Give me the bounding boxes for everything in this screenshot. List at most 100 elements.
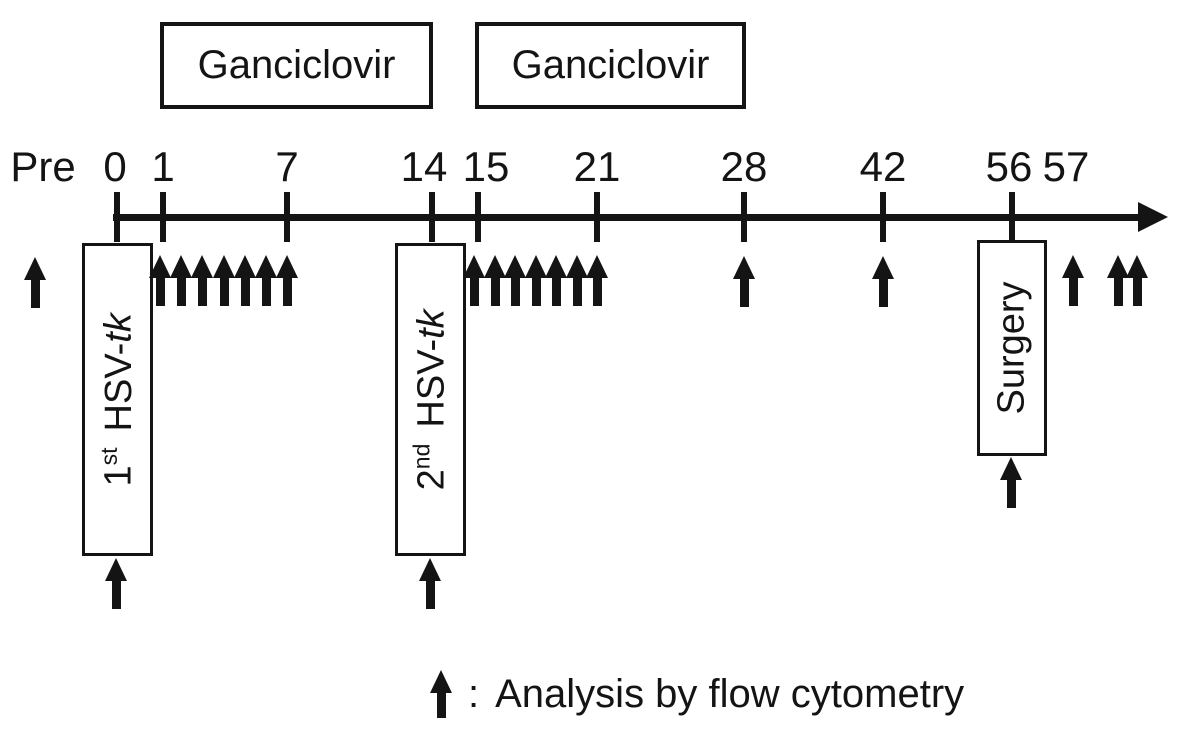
analysis-arrow	[1062, 255, 1084, 306]
arrow-shaft	[436, 693, 446, 718]
arrow-head	[105, 558, 127, 581]
timeline-axis	[113, 214, 1141, 221]
ganciclovir-label-2: Ganciclovir	[511, 43, 710, 87]
arrow-shaft	[282, 278, 292, 306]
timeline-day-label-15: 15	[462, 143, 510, 190]
analysis-arrow	[24, 257, 46, 308]
arrow-head	[504, 255, 526, 278]
analysis-arrow	[1126, 255, 1148, 306]
arrow-shaft	[1068, 278, 1078, 306]
arrow-shaft	[197, 278, 207, 306]
arrow-shaft	[261, 278, 271, 306]
hsv2-name: HSV-	[410, 338, 453, 428]
analysis-arrow	[545, 255, 567, 306]
arrow-head	[484, 255, 506, 278]
timeline-day-label-28: 28	[720, 143, 768, 190]
analysis-arrow	[276, 255, 298, 306]
hsv-tk-label-2: 2nd HSV-tk	[408, 309, 453, 490]
arrow-shaft	[531, 278, 541, 306]
arrow-head	[234, 255, 256, 278]
arrow-head	[1126, 255, 1148, 278]
analysis-arrow	[170, 255, 192, 306]
hsv1-ordinal: 1	[97, 465, 140, 487]
timeline-tick	[284, 192, 290, 242]
arrow-head	[463, 255, 485, 278]
arrow-shaft	[551, 278, 561, 306]
analysis-arrow	[1107, 255, 1129, 306]
arrow-shaft	[592, 278, 602, 306]
timeline-day-label-7: 7	[275, 143, 299, 190]
arrow-head	[255, 255, 277, 278]
analysis-arrow	[463, 255, 485, 306]
arrow-shaft	[155, 278, 165, 306]
analysis-arrow	[484, 255, 506, 306]
analysis-arrow	[504, 255, 526, 306]
analysis-arrow	[586, 255, 608, 306]
ganciclovir-box-2: Ganciclovir	[475, 22, 746, 109]
hsv2-ordinal-suffix: nd	[408, 443, 435, 469]
arrow-head	[545, 255, 567, 278]
ganciclovir-box-1: Ganciclovir	[160, 22, 433, 109]
arrow-shaft	[1113, 278, 1123, 306]
hsv-tk-label-1: 1st HSV-tk	[96, 312, 140, 487]
injection-arrow	[1000, 457, 1022, 508]
surgery-box: Surgery	[977, 240, 1047, 456]
arrow-head	[872, 256, 894, 279]
arrow-shaft	[1006, 480, 1016, 508]
arrow-shaft	[111, 581, 121, 609]
arrow-head	[525, 255, 547, 278]
analysis-arrow	[149, 255, 171, 306]
analysis-arrow	[733, 256, 755, 307]
timeline-tick	[1009, 192, 1015, 242]
hsv-tk-box-2: 2nd HSV-tk	[395, 243, 466, 556]
arrow-head	[1062, 255, 1084, 278]
legend-text: Analysis by flow cytometry	[495, 671, 965, 716]
arrow-shaft	[878, 279, 888, 307]
arrow-head	[213, 255, 235, 278]
analysis-arrow	[255, 255, 277, 306]
arrow-shaft	[490, 278, 500, 306]
arrow-head	[191, 255, 213, 278]
arrow-head	[430, 670, 452, 693]
arrow-shaft	[572, 278, 582, 306]
arrow-head	[1000, 457, 1022, 480]
timeline-day-label-pre: Pre	[10, 143, 76, 190]
arrow-head	[170, 255, 192, 278]
legend: : Analysis by flow cytometry	[430, 670, 964, 718]
arrow-head	[419, 558, 441, 581]
timeline-day-label-14: 14	[400, 143, 448, 190]
injection-arrow	[419, 558, 441, 609]
hsv1-name-italic: tk	[97, 312, 140, 343]
timeline-tick	[114, 192, 120, 242]
analysis-arrow	[213, 255, 235, 306]
arrow-shaft	[219, 278, 229, 306]
arrow-shaft	[739, 279, 749, 307]
arrow-head	[733, 256, 755, 279]
arrow-head	[149, 255, 171, 278]
timeline-tick	[741, 192, 747, 242]
timeline-day-label-56: 56	[985, 143, 1033, 190]
arrow-shaft	[240, 278, 250, 306]
timeline-tick	[160, 192, 166, 242]
arrow-head	[1107, 255, 1129, 278]
injection-arrow	[105, 558, 127, 609]
timeline-arrowhead-icon	[1138, 202, 1168, 232]
arrow-shaft	[510, 278, 520, 306]
analysis-arrow	[566, 255, 588, 306]
timeline-tick	[594, 192, 600, 242]
arrow-head	[276, 255, 298, 278]
hsv-tk-box-1: 1st HSV-tk	[82, 243, 153, 556]
arrow-head	[566, 255, 588, 278]
arrow-shaft	[1132, 278, 1142, 306]
timeline-day-label-0: 0	[103, 143, 127, 190]
analysis-arrow	[234, 255, 256, 306]
arrow-shaft	[425, 581, 435, 609]
analysis-arrow	[872, 256, 894, 307]
timeline-tick	[880, 192, 886, 242]
timeline-day-label-1: 1	[151, 143, 175, 190]
timeline-day-label-42: 42	[859, 143, 907, 190]
timeline-day-label-21: 21	[573, 143, 621, 190]
arrow-shaft	[176, 278, 186, 306]
timeline-tick	[429, 192, 435, 242]
